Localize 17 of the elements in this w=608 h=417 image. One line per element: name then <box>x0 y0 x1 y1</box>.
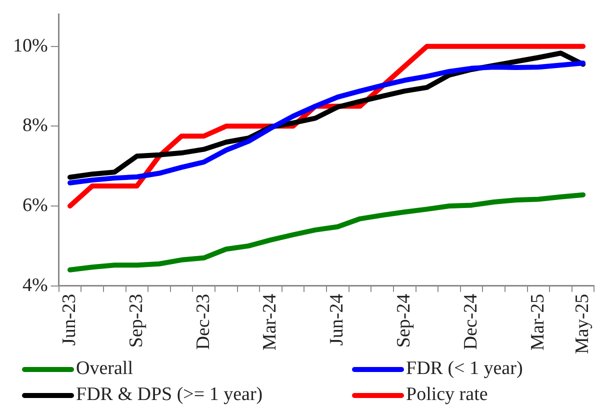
x-tick-label: Mar-25 <box>527 294 548 350</box>
x-tick-label: Sep-23 <box>126 294 147 348</box>
y-tick-label: 4% <box>22 274 48 296</box>
legend-label: FDR & DPS (>= 1 year) <box>76 383 263 407</box>
y-tick-label: 10% <box>13 35 48 56</box>
legend-label: Overall <box>76 357 133 381</box>
legend-label: FDR (< 1 year) <box>406 357 523 381</box>
legend-label: Policy rate <box>406 383 488 407</box>
x-tick-label: Jun-24 <box>326 293 348 346</box>
x-tick-label: Mar-24 <box>260 293 281 350</box>
x-tick-label: Sep-24 <box>394 293 415 348</box>
y-tick-label: 6% <box>22 194 48 216</box>
y-tick-label: 8% <box>22 115 48 136</box>
x-tick-label: May-25 <box>572 294 594 354</box>
x-tick-label: Dec-23 <box>192 294 214 350</box>
x-tick-label: Dec-24 <box>460 293 482 350</box>
x-tick-label: Jun-23 <box>58 294 80 346</box>
